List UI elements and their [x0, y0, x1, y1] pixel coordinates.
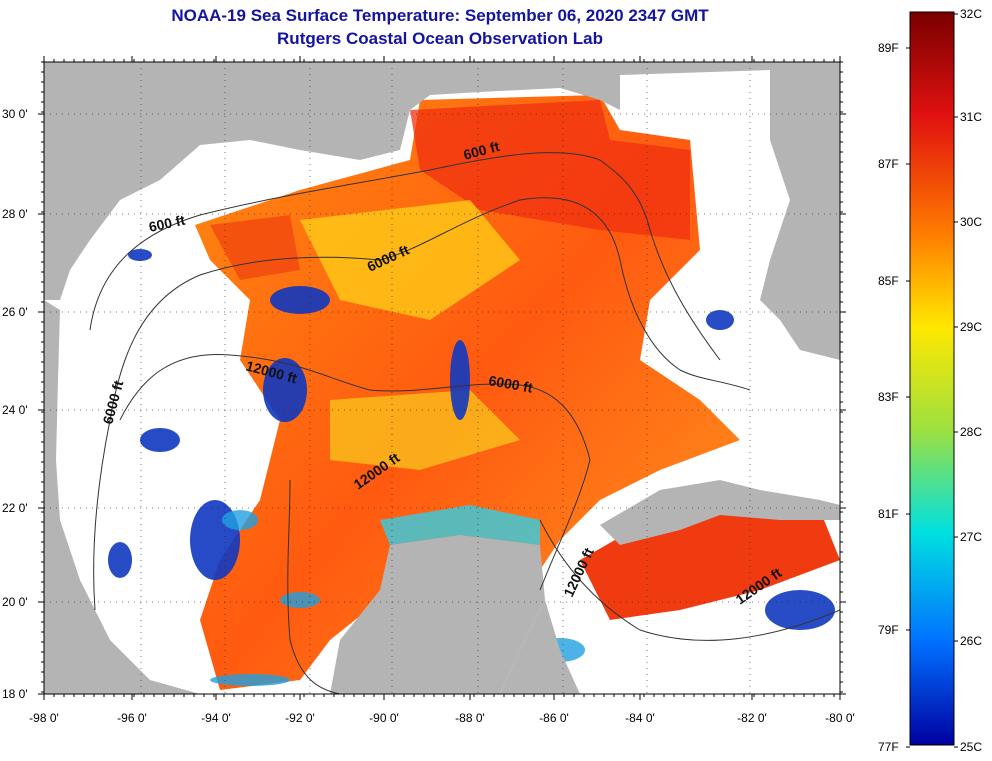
- map-subtitle: Rutgers Coastal Ocean Observation Lab: [277, 29, 603, 48]
- sst-yellow-band: [300, 200, 520, 320]
- colorbar: [909, 11, 955, 746]
- celsius-label: 25C: [960, 740, 982, 754]
- fahrenheit-label: 79F: [878, 623, 899, 637]
- map-title: NOAA-19 Sea Surface Temperature: Septemb…: [171, 6, 709, 25]
- celsius-label: 31C: [960, 110, 982, 124]
- colorbar-fahrenheit-labels: 89F 87F 85F 83F 81F 79F 77F: [878, 41, 910, 754]
- lon-label: -80 0': [825, 711, 855, 725]
- graticule: [44, 62, 840, 694]
- celsius-label: 29C: [960, 320, 982, 334]
- fahrenheit-label: 89F: [878, 41, 899, 55]
- latitude-axis: 30 0' 28 0' 26 0' 24 0' 22 0' 20 0' 18 0': [2, 61, 846, 701]
- sst-cool-yucatan-edge: [380, 505, 540, 545]
- contour-label-600ft-west: 600 ft: [147, 212, 186, 235]
- lon-label: -92 0': [285, 711, 315, 725]
- longitude-axis: -98 0' -96 0' -94 0' -92 0' -90 0' -88 0' -86 …: [29, 56, 855, 725]
- lat-label: 26 0': [2, 305, 28, 319]
- celsius-label: 28C: [960, 425, 982, 439]
- lat-label: 24 0': [2, 403, 28, 417]
- lon-label: -84 0': [625, 711, 655, 725]
- depth-contours: [89, 152, 840, 694]
- lat-label: 20 0': [2, 595, 28, 609]
- lon-label: -98 0': [29, 711, 59, 725]
- fahrenheit-label: 81F: [878, 507, 899, 521]
- lon-label: -86 0': [539, 711, 569, 725]
- celsius-label: 30C: [960, 215, 982, 229]
- lat-label: 30 0': [2, 107, 28, 121]
- mexico: [44, 300, 200, 694]
- lon-label: -94 0': [201, 711, 231, 725]
- lat-label: 18 0': [2, 687, 28, 701]
- fahrenheit-label: 85F: [878, 274, 899, 288]
- lon-label: -82 0': [737, 711, 767, 725]
- cuba: [600, 480, 840, 545]
- central-america: [500, 600, 580, 694]
- fahrenheit-label: 77F: [878, 740, 899, 754]
- florida: [760, 70, 840, 360]
- fahrenheit-label: 87F: [878, 157, 899, 171]
- lat-label: 28 0': [2, 207, 28, 221]
- sst-yellow-central: [330, 390, 520, 470]
- lat-label: 22 0': [2, 501, 28, 515]
- celsius-label: 26C: [960, 634, 982, 648]
- celsius-label: 27C: [960, 530, 982, 544]
- celsius-label: 32C: [960, 7, 982, 21]
- lon-label: -96 0': [117, 711, 147, 725]
- fahrenheit-label: 83F: [878, 390, 899, 404]
- sst-hot-northwest: [210, 215, 300, 280]
- lon-label: -88 0': [455, 711, 485, 725]
- yucatan: [330, 535, 545, 694]
- us-gulf-coast: [44, 62, 840, 300]
- map-frame: [43, 61, 841, 695]
- land: [44, 62, 840, 694]
- lon-label: -90 0': [369, 711, 399, 725]
- contour-label-6000ft-central: 6000 ft: [487, 372, 534, 396]
- colorbar-celsius-labels: 32C 31C 30C 29C 28C 27C 26C 25C: [954, 7, 982, 754]
- sst-hot-northeast: [410, 100, 690, 240]
